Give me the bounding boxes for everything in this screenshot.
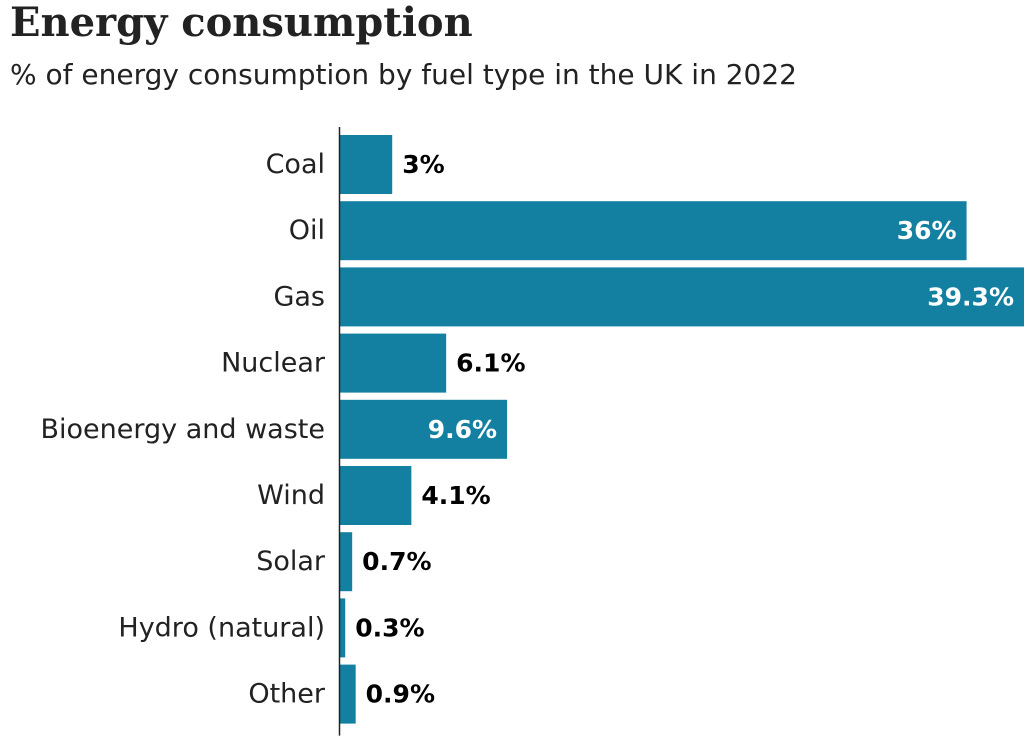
chart-title: Energy consumption <box>10 0 473 46</box>
value-label-nuclear: 6.1% <box>456 349 525 378</box>
value-label-hydro-natural: 0.3% <box>355 613 424 642</box>
bars-group: Coal 3% Oil 36% Gas 39.3% Nuclear 6.1% Bioenergy… <box>41 135 1024 724</box>
bar-gas <box>340 267 1024 327</box>
bar-coal <box>340 135 393 194</box>
category-label-hydro-natural: Hydro (natural) <box>118 612 325 643</box>
value-label-other: 0.9% <box>366 680 435 709</box>
category-label-other: Other <box>248 679 326 710</box>
value-label-oil: 36% <box>897 216 957 245</box>
chart-subtitle: % of energy consumption by fuel type in … <box>10 58 797 91</box>
value-label-wind: 4.1% <box>421 481 490 510</box>
category-label-oil: Oil <box>289 215 325 246</box>
category-label-bioenergy-and-waste: Bioenergy and waste <box>41 414 325 445</box>
bar-solar <box>340 532 353 592</box>
value-label-coal: 3% <box>402 150 444 179</box>
value-label-bioenergy-and-waste: 9.6% <box>428 415 497 444</box>
bar-oil <box>340 201 967 261</box>
value-label-solar: 0.7% <box>362 547 431 576</box>
value-label-gas: 39.3% <box>927 282 1014 311</box>
category-label-solar: Solar <box>256 546 326 577</box>
bar-other <box>340 664 356 724</box>
bar-hydro-natural <box>340 598 346 658</box>
bar-nuclear <box>340 333 447 393</box>
category-label-gas: Gas <box>273 281 325 312</box>
category-label-coal: Coal <box>266 149 325 180</box>
bar-wind <box>340 466 412 525</box>
category-label-wind: Wind <box>257 480 325 511</box>
category-label-nuclear: Nuclear <box>221 348 326 379</box>
bar-bioenergy-and-waste <box>340 399 508 459</box>
